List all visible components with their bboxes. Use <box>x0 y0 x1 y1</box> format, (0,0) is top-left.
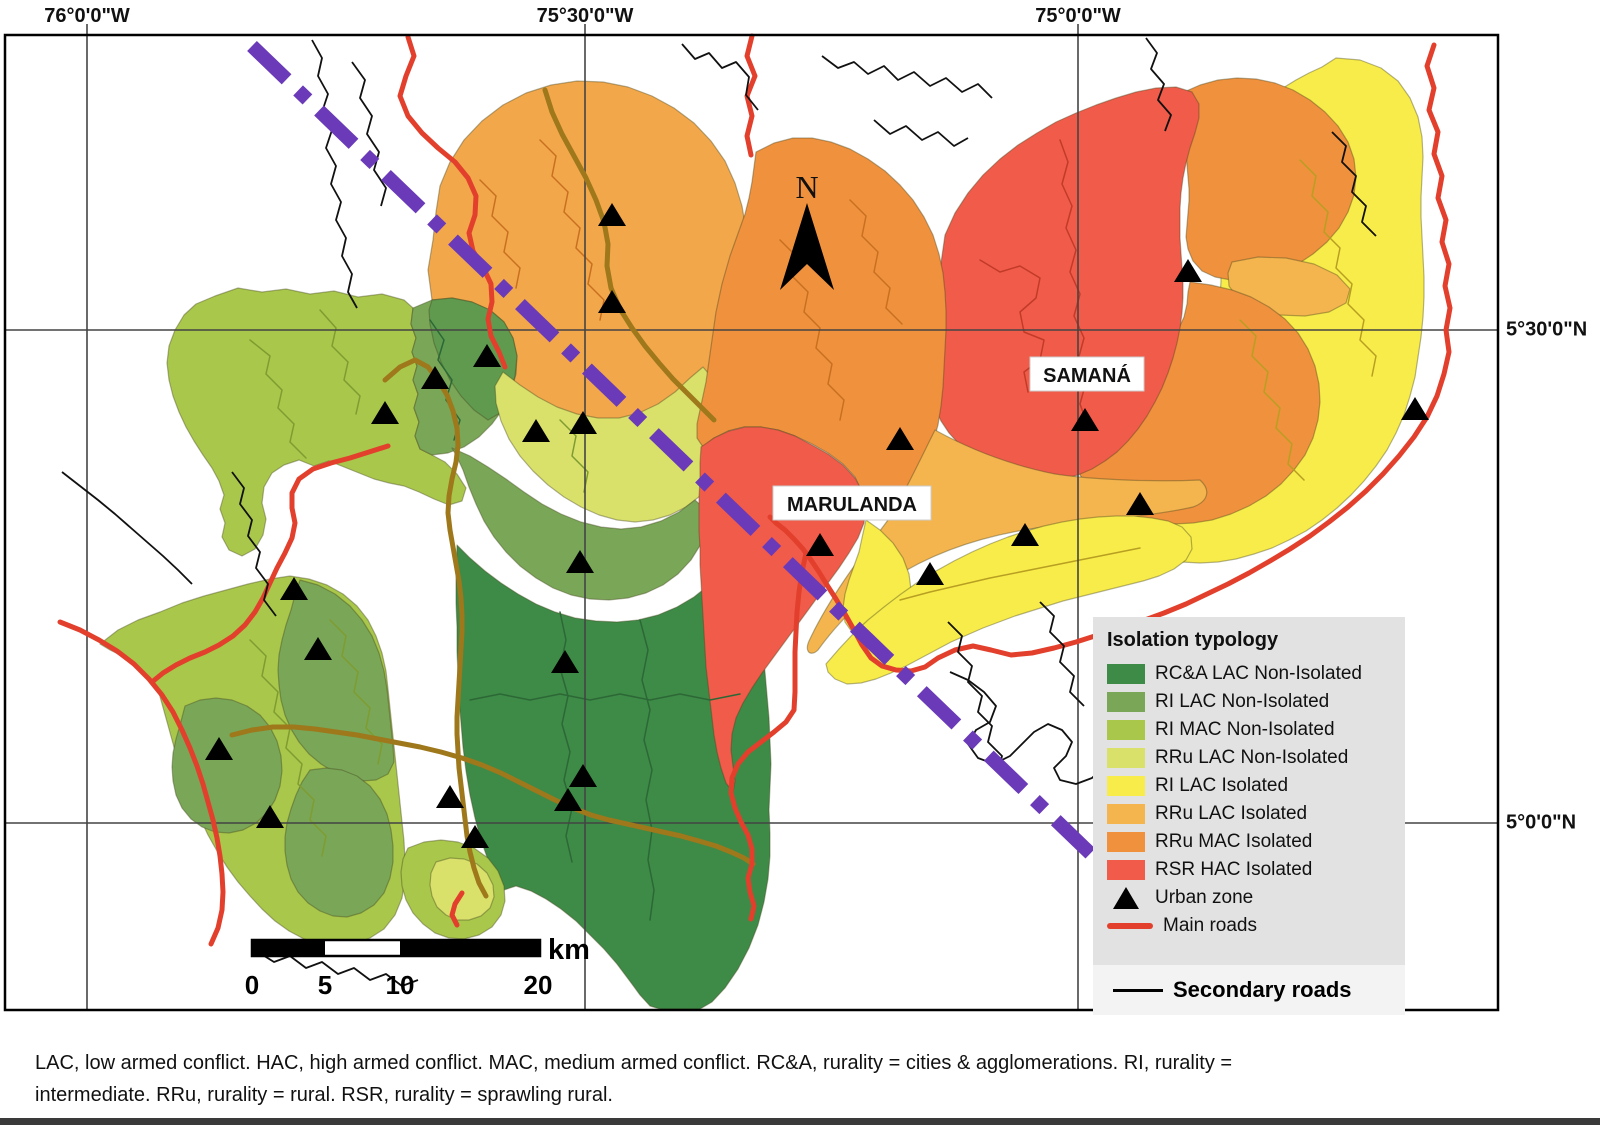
urban-zone-marker <box>569 764 597 787</box>
legend-item: RSR HAC Isolated <box>1093 856 1405 884</box>
urban-zone-marker <box>806 533 834 556</box>
urban-zone-marker <box>371 401 399 424</box>
legend-item-label: RI LAC Isolated <box>1155 775 1289 796</box>
secondary-roads <box>61 37 1377 987</box>
legend-item-label: RRu MAC Isolated <box>1155 831 1313 852</box>
boundary-roads <box>229 87 756 899</box>
north-arrow-icon <box>780 203 834 290</box>
legend-item: RI LAC Non-Isolated <box>1093 688 1405 716</box>
legend-item: Urban zone <box>1093 884 1405 912</box>
north-arrow: N <box>780 169 834 290</box>
legend-item: Main roads <box>1093 912 1405 940</box>
legend-item-secondary-roads: Secondary roads <box>1093 965 1405 1015</box>
urban-zone-marker <box>569 411 597 434</box>
legend-item-label: RI MAC Non-Isolated <box>1155 719 1335 740</box>
legend-item-label: RC&A LAC Non-Isolated <box>1155 663 1362 684</box>
legend-rows: RC&A LAC Non-Isolated RI LAC Non-Isolated… <box>1093 660 1405 940</box>
legend-swatch <box>1107 776 1145 796</box>
urban-zone-marker <box>916 562 944 585</box>
longitude-label-76: 76°0'0"W <box>44 5 130 27</box>
legend-swatch <box>1107 692 1145 712</box>
legend-item-label: RSR HAC Isolated <box>1155 859 1313 880</box>
legend-swatch <box>1107 664 1145 684</box>
legend-item-label: Main roads <box>1163 915 1257 936</box>
longitude-label-7530: 75°30'0"W <box>536 5 634 27</box>
latitude-label-530: 5°30'0"N <box>1506 318 1588 341</box>
legend-secondary-label: Secondary roads <box>1173 977 1352 1002</box>
urban-zone-marker <box>436 785 464 808</box>
legend-swatch <box>1107 804 1145 824</box>
legend-swatch <box>1107 748 1145 768</box>
urban-zone-marker <box>566 550 594 573</box>
legend-swatch <box>1107 720 1145 740</box>
urban-zone-marker <box>886 427 914 450</box>
legend-swatch <box>1107 832 1145 852</box>
legend-item-label: RI LAC Non-Isolated <box>1155 691 1330 712</box>
urban-zone-marker <box>1126 492 1154 515</box>
scale-tick-10: 10 <box>386 970 415 1000</box>
caption-line-2: intermediate. RRu, rurality = rural. RSR… <box>35 1084 613 1106</box>
urban-zone-marker <box>256 805 284 828</box>
place-label-marulanda: MARULANDA <box>772 485 932 521</box>
urban-zone-marker <box>473 344 501 367</box>
urban-zone-marker <box>598 290 626 313</box>
urban-zone-marker <box>522 419 550 442</box>
legend-item: RI MAC Non-Isolated <box>1093 716 1405 744</box>
longitude-label-75: 75°0'0"W <box>1035 5 1121 27</box>
urban-zone-marker <box>554 788 582 811</box>
main-road-line-icon <box>1107 923 1153 929</box>
scale-unit: km <box>548 934 590 966</box>
purple-dashed-line <box>247 40 1127 890</box>
scale-tick-20: 20 <box>524 970 553 1000</box>
urban-zone-marker <box>1071 408 1099 431</box>
scale-bar: 0 5 10 20 km <box>245 934 590 1000</box>
legend-item: RC&A LAC Non-Isolated <box>1093 660 1405 688</box>
typology-regions <box>99 57 1425 1010</box>
urban-zone-marker <box>205 737 233 760</box>
urban-zone-marker <box>1011 523 1039 546</box>
legend-item: RRu LAC Isolated <box>1093 800 1405 828</box>
legend-item-label: RRu LAC Non-Isolated <box>1155 747 1349 768</box>
urban-zone-marker <box>461 825 489 848</box>
legend-item: RRu MAC Isolated <box>1093 828 1405 856</box>
legend-title: Isolation typology <box>1107 629 1279 651</box>
legend-item-label: Urban zone <box>1155 887 1254 908</box>
urban-zone-marker <box>280 577 308 600</box>
marulanda-label: MARULANDA <box>787 494 917 516</box>
secondary-road-line-icon <box>1113 988 1163 992</box>
place-label-samana: SAMANÁ <box>1029 356 1145 392</box>
legend-panel: Isolation typology RC&A LAC Non-Isolated… <box>1093 617 1405 1015</box>
legend-item-label: RRu LAC Isolated <box>1155 803 1308 824</box>
urban-zone-marker <box>598 203 626 226</box>
map-frame <box>3 33 1500 1012</box>
caption-line-1: LAC, low armed conflict. HAC, high armed… <box>35 1052 1233 1074</box>
urban-zones <box>205 203 1429 848</box>
urban-zone-icon <box>1113 887 1139 909</box>
urban-zone-marker <box>1401 397 1429 420</box>
main-roads <box>57 33 1453 947</box>
urban-zone-marker <box>304 637 332 660</box>
north-label: N <box>795 169 818 205</box>
urban-zone-marker <box>1174 259 1202 282</box>
urban-zone-marker <box>551 650 579 673</box>
urban-zone-marker <box>421 366 449 389</box>
legend-item: RI LAC Isolated <box>1093 772 1405 800</box>
scale-tick-5: 5 <box>318 970 332 1000</box>
latitude-label-50: 5°0'0"N <box>1506 811 1577 834</box>
legend-swatch <box>1107 860 1145 880</box>
scale-tick-0: 0 <box>245 970 259 1000</box>
figure-bottom-border <box>0 1118 1600 1125</box>
samana-label: SAMANÁ <box>1043 364 1131 387</box>
legend-item: RRu LAC Non-Isolated <box>1093 744 1405 772</box>
